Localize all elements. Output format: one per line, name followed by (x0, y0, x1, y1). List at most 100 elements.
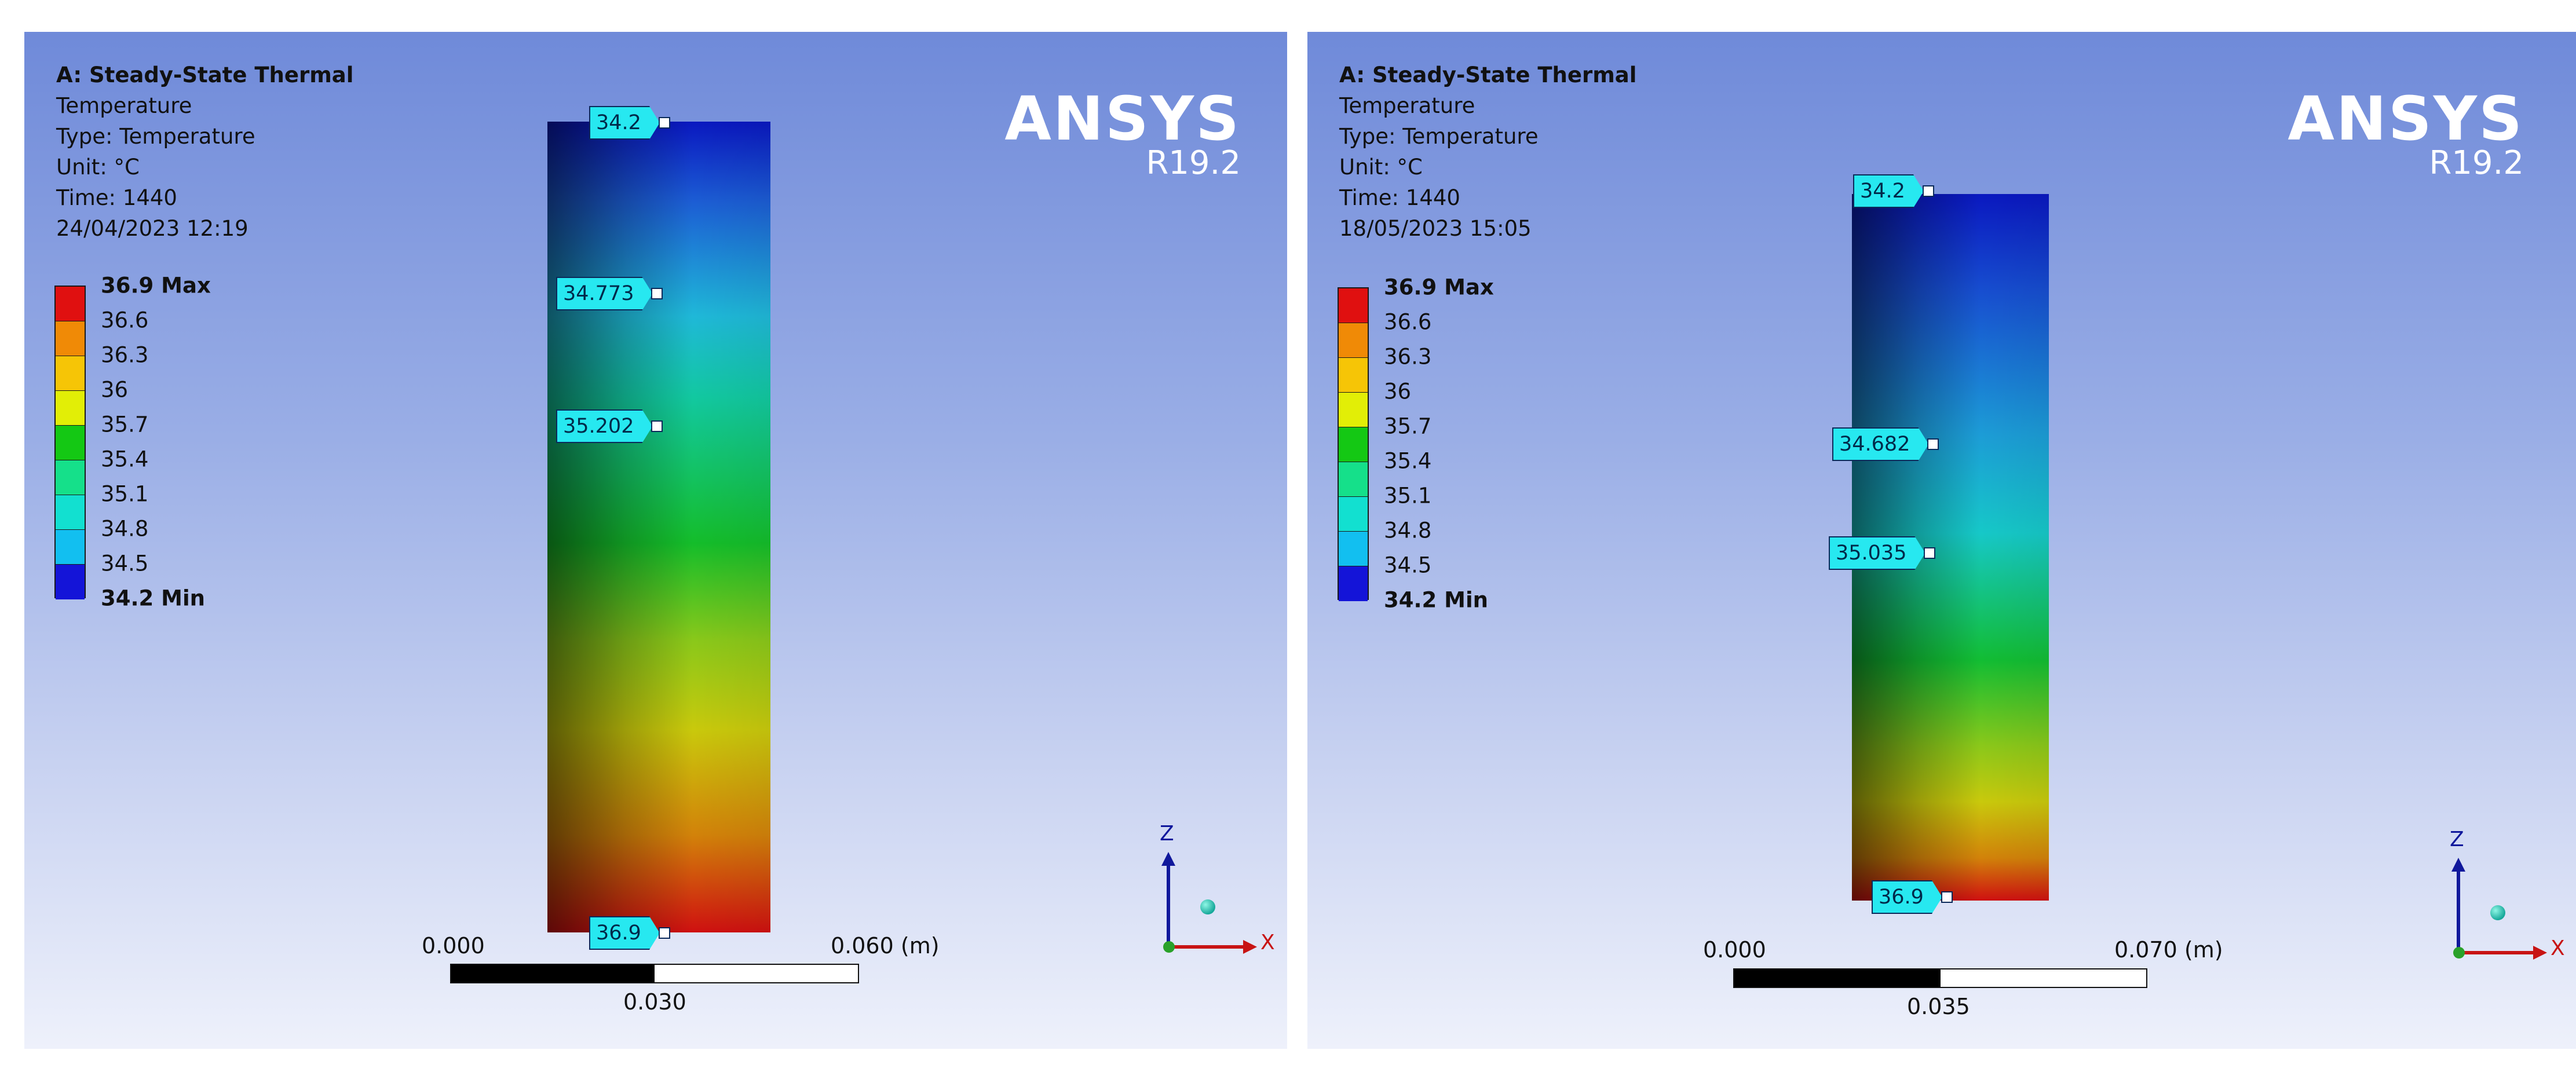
probe-value: 35.202 (556, 409, 652, 443)
scale-bar-graphic (450, 964, 859, 983)
legend-label: 34.8 (1384, 518, 1432, 543)
x-axis-line (2459, 951, 2534, 954)
legend-swatch (1339, 532, 1368, 566)
legend-swatch (1339, 462, 1368, 497)
result-time: Time: 1440 (1339, 185, 1460, 210)
origin-dot-icon (2453, 947, 2465, 958)
probe-pin-icon (1927, 438, 1939, 450)
scale-right-label: 0.070 (m) (2114, 937, 2223, 963)
result-name: Temperature (1339, 93, 1475, 118)
scale-right-label: 0.060 (m) (831, 933, 940, 958)
result-info-1: A: Steady-State Thermal Temperature Type… (56, 60, 353, 244)
scale-bar-graphic (1733, 968, 2147, 988)
analysis-title: A: Steady-State Thermal (1339, 63, 1637, 87)
probe-pin-icon (1941, 891, 1953, 903)
z-axis-line (1167, 860, 1170, 947)
scale-left-label: 0.000 (422, 933, 485, 958)
y-axis-ball-icon (2490, 905, 2505, 920)
probe-label[interactable]: 34.2 (1853, 174, 1934, 208)
z-axis-label: Z (1160, 822, 1174, 846)
probe-pin-icon (651, 288, 663, 299)
x-arrow-icon (2533, 946, 2547, 960)
probe-value: 34.2 (589, 106, 660, 140)
legend-label: 36.3 (101, 342, 149, 368)
z-axis-label: Z (2450, 828, 2464, 851)
legend-swatch (56, 460, 85, 495)
axis-triad[interactable]: Z X (2437, 828, 2576, 987)
x-axis-line (1169, 945, 1244, 949)
ansys-version: R19.2 (2429, 144, 2524, 182)
result-date: 18/05/2023 15:05 (1339, 216, 1532, 241)
probe-label[interactable]: 34.2 (589, 106, 670, 140)
probe-value: 34.682 (1832, 427, 1928, 461)
probe-value: 34.773 (556, 277, 652, 310)
legend-color-bar[interactable] (54, 286, 86, 599)
z-axis-line (2457, 866, 2460, 953)
probe-label[interactable]: 36.9 (589, 916, 670, 950)
legend-swatch (56, 530, 85, 565)
probe-label[interactable]: 36.9 (1872, 880, 1953, 914)
probe-label[interactable]: 35.035 (1829, 536, 1936, 570)
legend-max-label: 36.9 Max (101, 273, 211, 298)
x-axis-label: X (2551, 936, 2565, 960)
ansys-wordmark: ANSYS (2288, 83, 2524, 154)
legend-label: 34.8 (101, 516, 149, 542)
legend-swatch (56, 287, 85, 321)
legend-label: 36.6 (1384, 309, 1432, 335)
legend-swatch (1339, 566, 1368, 601)
legend-label: 34.5 (101, 551, 149, 576)
probe-label[interactable]: 35.202 (556, 409, 663, 443)
probe-label[interactable]: 34.682 (1832, 427, 1939, 461)
result-unit: Unit: °C (1339, 155, 1423, 180)
ansys-wordmark: ANSYS (1004, 83, 1241, 154)
graphics-viewport-2[interactable]: A: Steady-State Thermal Temperature Type… (1307, 32, 2576, 1049)
probe-value: 35.035 (1829, 536, 1925, 570)
legend-min-label: 34.2 Min (101, 586, 206, 611)
legend-swatch (1339, 497, 1368, 532)
y-axis-ball-icon (1200, 899, 1215, 914)
legend-label: 36 (101, 377, 129, 403)
scale-mid-label: 0.030 (623, 989, 686, 1015)
legend-swatch (56, 565, 85, 599)
legend-label: 35.4 (1384, 448, 1432, 474)
probe-pin-icon (658, 927, 670, 939)
legend-swatch (1339, 427, 1368, 462)
legend-max-label: 36.9 Max (1384, 275, 1494, 300)
legend-color-bar[interactable] (1338, 287, 1369, 601)
x-axis-label: X (1260, 931, 1275, 954)
legend-label: 35.7 (101, 412, 149, 437)
result-type: Type: Temperature (56, 124, 255, 149)
legend-swatch (56, 321, 85, 356)
legend-label: 35.1 (101, 481, 149, 507)
graphics-viewport-1[interactable]: A: Steady-State Thermal Temperature Type… (24, 32, 1287, 1049)
ansys-logo: ANSYS R19.2 (2288, 87, 2524, 180)
legend-min-label: 34.2 Min (1384, 587, 1489, 613)
legend-swatch (1339, 323, 1368, 358)
legend-label: 36.3 (1384, 344, 1432, 369)
legend-swatch (1339, 393, 1368, 427)
legend-swatch (56, 391, 85, 426)
probe-value: 36.9 (589, 916, 660, 950)
result-time: Time: 1440 (56, 185, 177, 210)
legend-swatch (1339, 358, 1368, 393)
ansys-logo: ANSYS R19.2 (1004, 87, 1241, 180)
legend-label: 35.7 (1384, 414, 1432, 439)
result-unit: Unit: °C (56, 155, 140, 180)
result-type: Type: Temperature (1339, 124, 1539, 149)
axis-triad[interactable]: Z X (1147, 822, 1286, 982)
probe-pin-icon (1924, 547, 1936, 559)
legend-label: 35.1 (1384, 483, 1432, 508)
origin-dot-icon (1163, 941, 1175, 953)
probe-pin-icon (1922, 185, 1934, 197)
legend-swatch (1339, 288, 1368, 323)
probe-value: 36.9 (1872, 880, 1942, 914)
result-name: Temperature (56, 93, 192, 118)
probe-value: 34.2 (1853, 174, 1924, 208)
legend-label: 36 (1384, 379, 1412, 404)
legend-label: 34.5 (1384, 553, 1432, 578)
scale-mid-label: 0.035 (1907, 994, 1970, 1019)
legend-swatch (56, 356, 85, 391)
model-body[interactable] (547, 122, 770, 932)
legend-label: 35.4 (101, 447, 149, 472)
probe-label[interactable]: 34.773 (556, 277, 663, 310)
